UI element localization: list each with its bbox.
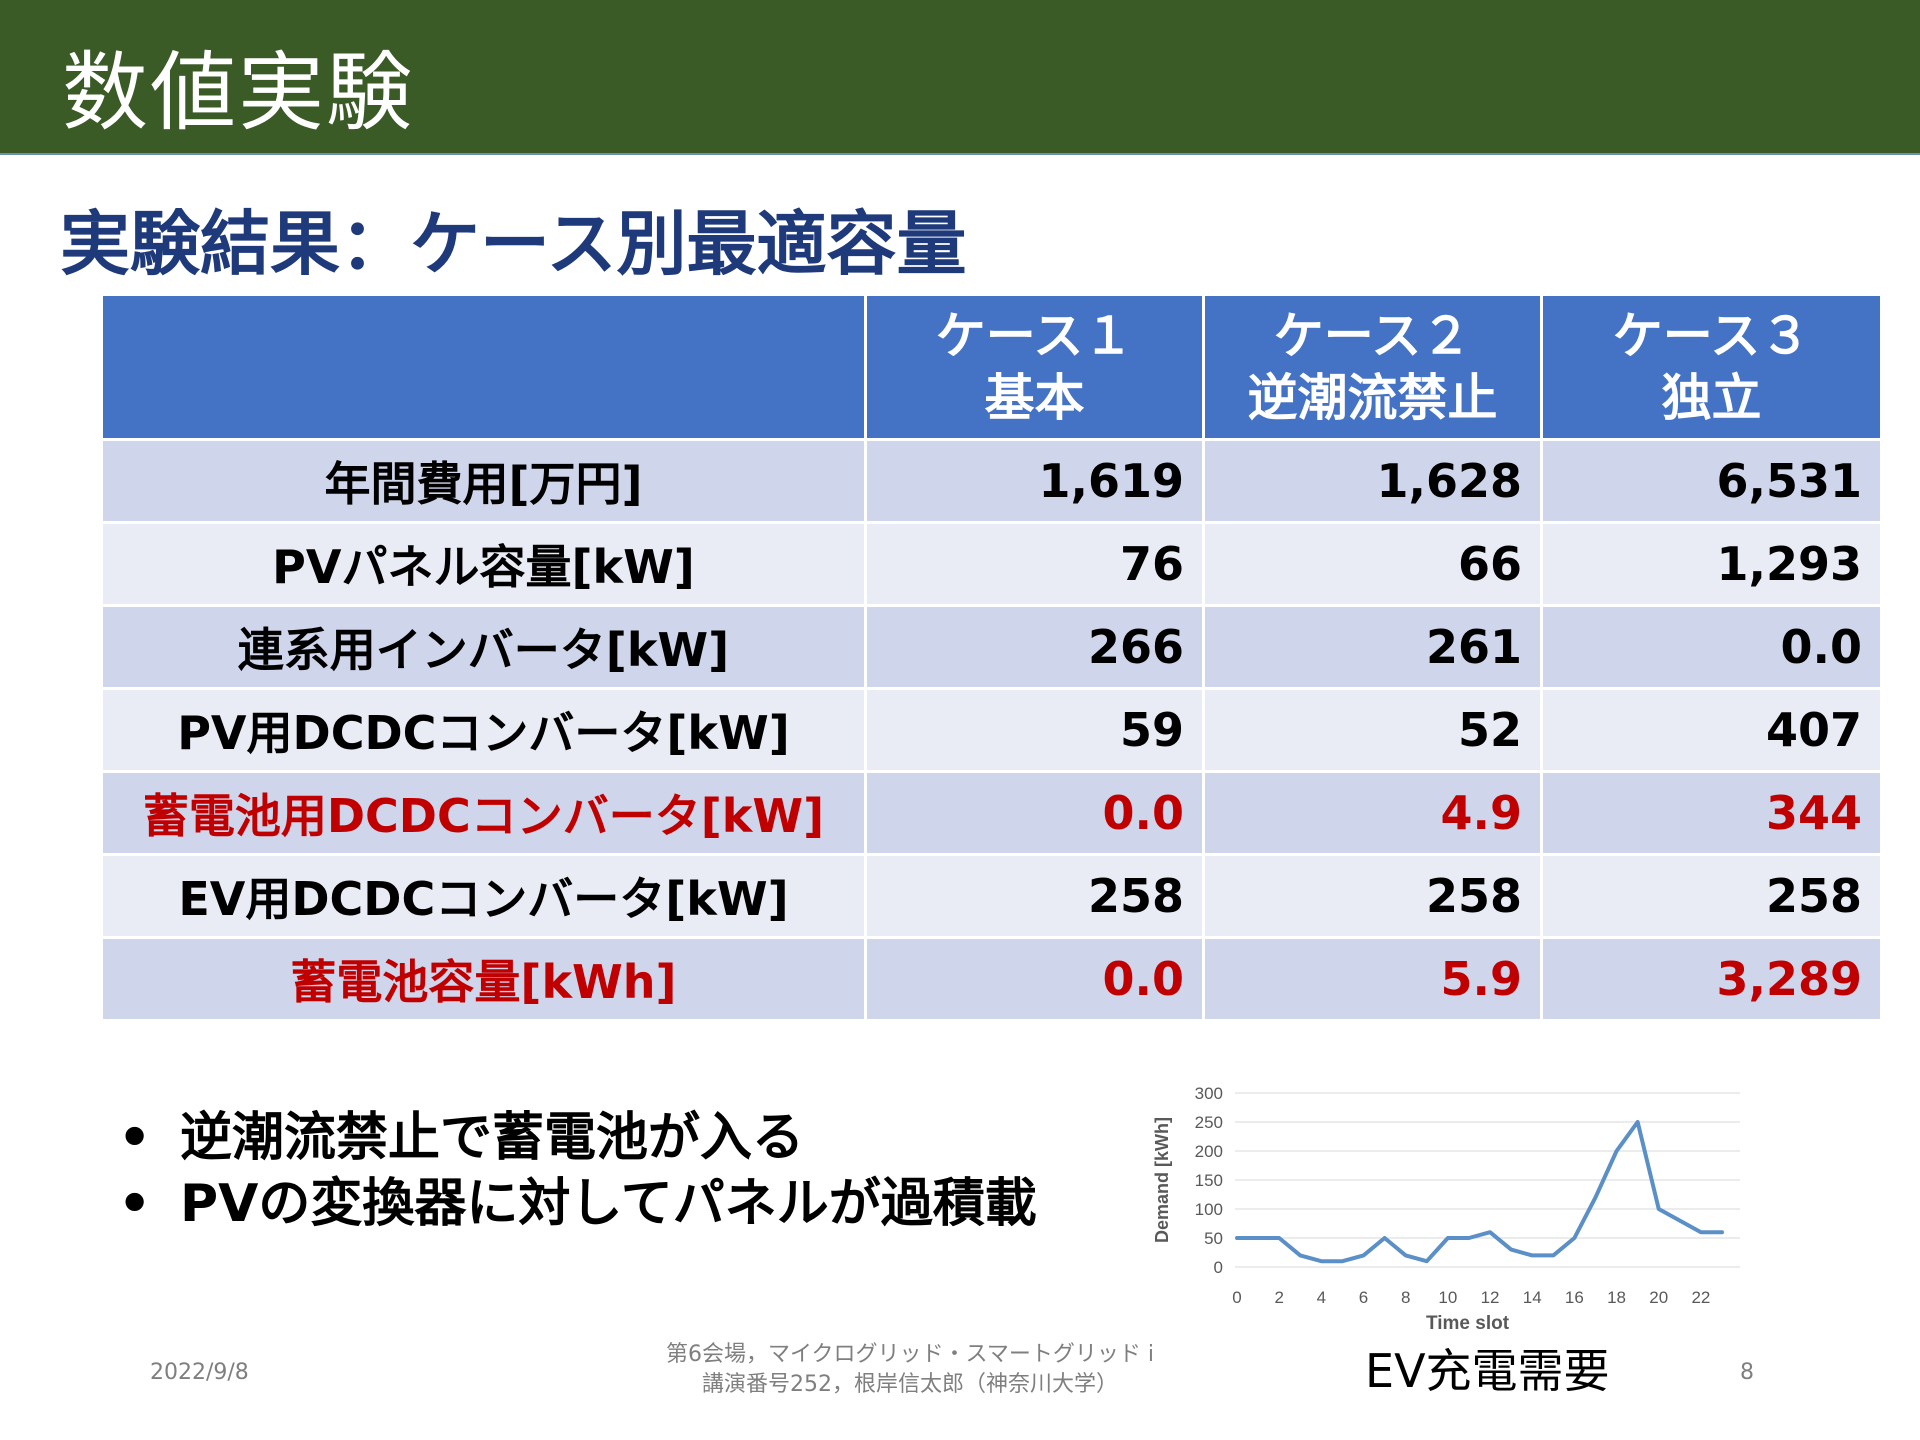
header-corner — [100, 293, 867, 441]
cell-value: 52 — [1202, 687, 1543, 773]
table-row: 連系用インバータ[kW] 266 261 0.0 — [100, 604, 1883, 690]
ev-demand-chart: 0 50 100 150 200 250 300 0 2 4 6 8 10 12 14 16 18 20 22 Tim… — [1140, 1075, 1760, 1337]
cell-value: 66 — [1202, 521, 1543, 607]
cell-value: 4.9 — [1202, 770, 1543, 856]
table-row: EV用DCDCコンバータ[kW] 258 258 258 — [100, 853, 1883, 939]
cell-value: 407 — [1540, 687, 1883, 773]
x-tick-label: 2 — [1274, 1288, 1283, 1307]
cell-value: 344 — [1540, 770, 1883, 856]
x-tick-label: 4 — [1317, 1288, 1326, 1307]
x-tick-label: 16 — [1565, 1288, 1584, 1307]
y-tick-label: 200 — [1195, 1142, 1223, 1161]
row-label: 年間費用[万円] — [100, 438, 867, 524]
table-header-row: ケース１ 基本 ケース２ 逆潮流禁止 ケース３ 独立 — [100, 293, 1883, 441]
bullet-list: 逆潮流禁止で蓄電池が入る PVの変換器に対してパネルが過積載 — [110, 1105, 1037, 1237]
column-header-case3: ケース３ 独立 — [1540, 293, 1883, 441]
cell-value: 1,293 — [1540, 521, 1883, 607]
column-header-case1: ケース１ 基本 — [864, 293, 1205, 441]
cell-value: 76 — [864, 521, 1205, 607]
table-row: PV用DCDCコンバータ[kW] 59 52 407 — [100, 687, 1883, 773]
y-tick-label: 150 — [1195, 1171, 1223, 1190]
column-header-case2: ケース２ 逆潮流禁止 — [1202, 293, 1543, 441]
column-header-case2-subtitle: 逆潮流禁止 — [1247, 369, 1498, 427]
series-line — [1235, 1120, 1724, 1264]
column-header-case2-title: ケース２ — [1273, 307, 1472, 365]
cell-value: 258 — [864, 853, 1205, 939]
ev-demand-chart-svg: 0 50 100 150 200 250 300 0 2 4 6 8 10 12 14 16 18 20 22 Tim… — [1152, 1084, 1740, 1334]
x-tick-label: 8 — [1401, 1288, 1410, 1307]
x-tick-label: 0 — [1232, 1288, 1241, 1307]
cell-value: 59 — [864, 687, 1205, 773]
footer-venue-line1: 第6会場，マイクログリッド・スマートグリッド i — [665, 1342, 1154, 1367]
y-tick-label: 300 — [1195, 1084, 1223, 1103]
cell-value: 5.9 — [1202, 936, 1543, 1022]
row-label: 蓄電池用DCDCコンバータ[kW] — [100, 770, 867, 856]
cell-value: 258 — [1540, 853, 1883, 939]
column-header-case1-subtitle: 基本 — [984, 369, 1085, 427]
row-label: PVパネル容量[kW] — [100, 521, 867, 607]
row-label: 蓄電池容量[kWh] — [100, 936, 867, 1022]
cell-value: 261 — [1202, 604, 1543, 690]
y-tick-label: 0 — [1214, 1258, 1223, 1277]
cell-value: 1,628 — [1202, 438, 1543, 524]
y-axis-label: Demand [kWh] — [1152, 1117, 1172, 1243]
footer-venue: 第6会場，マイクログリッド・スマートグリッド i 講演番号252，根岸信太郎（神… — [620, 1340, 1200, 1400]
bullet-item: 逆潮流禁止で蓄電池が入る — [110, 1105, 1037, 1171]
slide-title: 数値実験 — [62, 43, 414, 143]
cell-value: 266 — [864, 604, 1205, 690]
x-axis-label: Time slot — [1426, 1313, 1510, 1334]
column-header-case1-title: ケース１ — [935, 307, 1134, 365]
cell-value: 258 — [1202, 853, 1543, 939]
column-header-case3-subtitle: 独立 — [1661, 369, 1762, 427]
x-tick-label: 10 — [1438, 1288, 1457, 1307]
footer-venue-line2: 講演番号252，根岸信太郎（神奈川大学） — [702, 1372, 1118, 1397]
cell-value: 0.0 — [1540, 604, 1883, 690]
chart-caption: EV充電需要 — [1365, 1344, 1610, 1398]
x-tick-label: 20 — [1649, 1288, 1668, 1307]
cell-value: 0.0 — [864, 770, 1205, 856]
row-label: EV用DCDCコンバータ[kW] — [100, 853, 867, 939]
results-table: ケース１ 基本 ケース２ 逆潮流禁止 ケース３ 独立 年間費用[万円] 1,619 1… — [100, 293, 1883, 1022]
cell-value: 0.0 — [864, 936, 1205, 1022]
table-row: PVパネル容量[kW] 76 66 1,293 — [100, 521, 1883, 607]
x-tick-label: 18 — [1607, 1288, 1626, 1307]
x-tick-label: 14 — [1523, 1288, 1542, 1307]
column-header-case3-title: ケース３ — [1612, 307, 1811, 365]
x-tick-label: 12 — [1481, 1288, 1500, 1307]
cell-value: 6,531 — [1540, 438, 1883, 524]
x-tick-label: 22 — [1691, 1288, 1710, 1307]
cell-value: 1,619 — [864, 438, 1205, 524]
section-subtitle: 実験結果：ケース別最適容量 — [60, 203, 967, 285]
x-tick-label: 6 — [1359, 1288, 1368, 1307]
footer-date: 2022/9/8 — [150, 1360, 249, 1385]
table-row-highlighted: 蓄電池用DCDCコンバータ[kW] 0.0 4.9 344 — [100, 770, 1883, 856]
slide-header: 数値実験 — [0, 0, 1920, 155]
y-tick-label: 100 — [1195, 1200, 1223, 1219]
table-row-highlighted: 蓄電池容量[kWh] 0.0 5.9 3,289 — [100, 936, 1883, 1022]
row-label: 連系用インバータ[kW] — [100, 604, 867, 690]
y-tick-label: 50 — [1204, 1229, 1223, 1248]
table-row: 年間費用[万円] 1,619 1,628 6,531 — [100, 438, 1883, 524]
cell-value: 3,289 — [1540, 936, 1883, 1022]
page-number: 8 — [1740, 1360, 1754, 1385]
row-label: PV用DCDCコンバータ[kW] — [100, 687, 867, 773]
y-tick-label: 250 — [1195, 1113, 1223, 1132]
bullet-item: PVの変換器に対してパネルが過積載 — [110, 1171, 1037, 1237]
